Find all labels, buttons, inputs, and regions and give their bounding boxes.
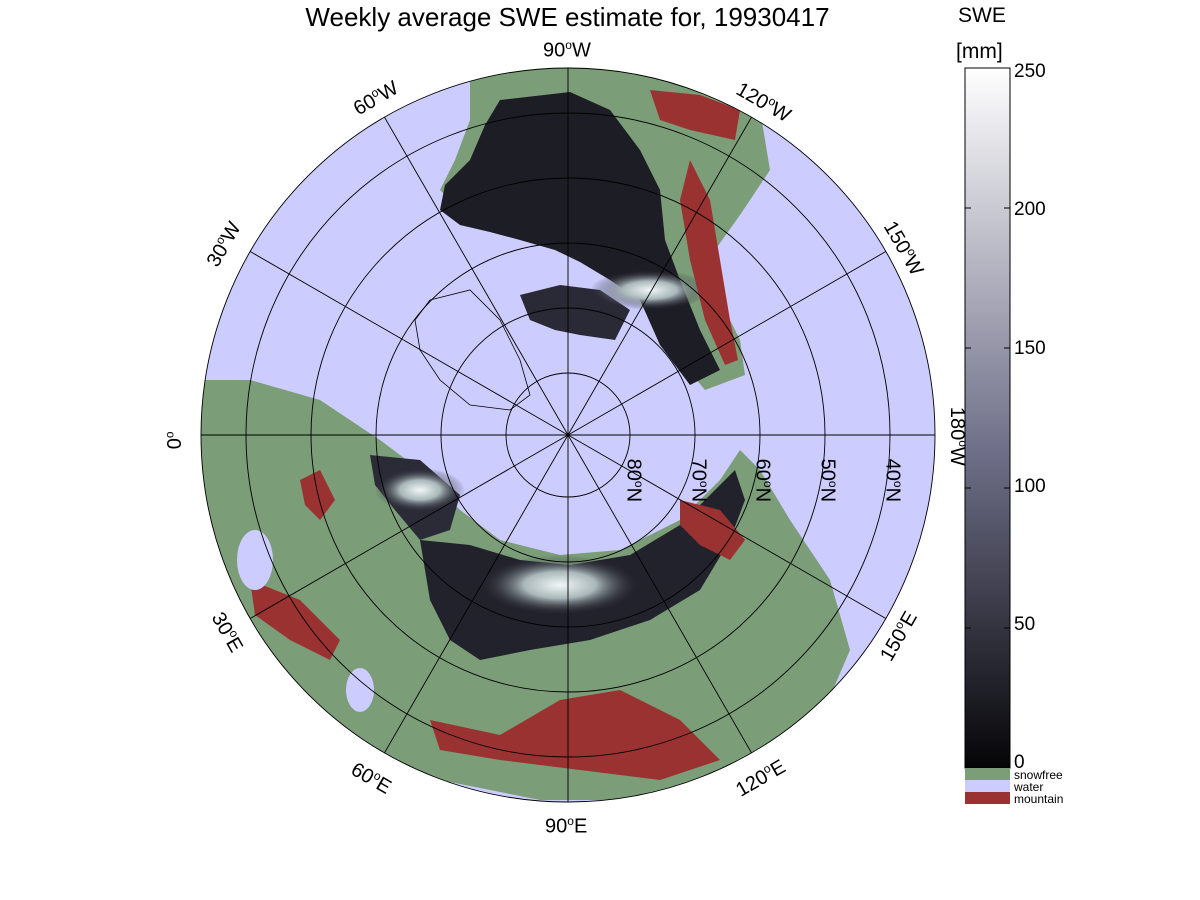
snow-high-north-america xyxy=(590,270,710,310)
map-land-layer xyxy=(201,68,850,800)
colorbar-tick-200: 200 xyxy=(1014,199,1046,220)
snow-high-siberia xyxy=(480,555,640,615)
lon-label-90W: 90oW xyxy=(543,38,591,62)
mountain-alaska xyxy=(650,90,740,140)
graticule xyxy=(200,67,936,803)
landmass-greenland xyxy=(414,289,531,411)
water-baltic xyxy=(237,530,273,590)
legend-label-mountain: mountain xyxy=(1014,792,1064,806)
snow-north-america xyxy=(440,92,720,385)
colorbar-tick-250: 250 xyxy=(1014,61,1046,82)
legend-swatches xyxy=(965,768,1010,804)
map-title: Weekly average SWE estimate for, 1993041… xyxy=(305,2,830,32)
legend-swatch-mountain xyxy=(965,792,1010,804)
mountain-caucasus xyxy=(300,470,335,520)
snow-high-scandinavia xyxy=(375,468,465,512)
legend-label-snowfree: snowfree xyxy=(1014,768,1063,782)
mountain-alps xyxy=(250,580,340,660)
lat-label-70N: 70oN xyxy=(687,458,712,503)
colorbar-label-line2: [mm] xyxy=(956,40,1003,63)
colorbar-ramp xyxy=(964,67,1011,769)
colorbar xyxy=(964,67,1011,804)
lat-label-50N: 50oN xyxy=(816,458,841,503)
water-caspian xyxy=(346,668,374,712)
colorbar-tick-100: 100 xyxy=(1014,476,1046,497)
mountain-east-siberia xyxy=(680,500,745,560)
meridian-150W-30E xyxy=(249,251,887,619)
lat-label-60N: 60oN xyxy=(751,458,776,503)
colorbar-label-line1: SWE xyxy=(958,4,1006,27)
legend-swatch-water xyxy=(965,780,1010,792)
mountain-central-asia xyxy=(430,690,720,780)
colorbar-tick-50: 50 xyxy=(1014,614,1036,635)
lon-label-0: 0o xyxy=(162,431,187,450)
lat-label-40N: 40oN xyxy=(881,458,906,503)
legend-swatch-snowfree xyxy=(965,768,1010,780)
colorbar-tick-0: 0 xyxy=(1014,752,1025,773)
colorbar-tick-150: 150 xyxy=(1014,338,1046,359)
legend-label-water: water xyxy=(1014,780,1044,794)
lat-label-80N: 80oN xyxy=(622,458,647,503)
lon-label-90E: 90oE xyxy=(545,814,588,838)
